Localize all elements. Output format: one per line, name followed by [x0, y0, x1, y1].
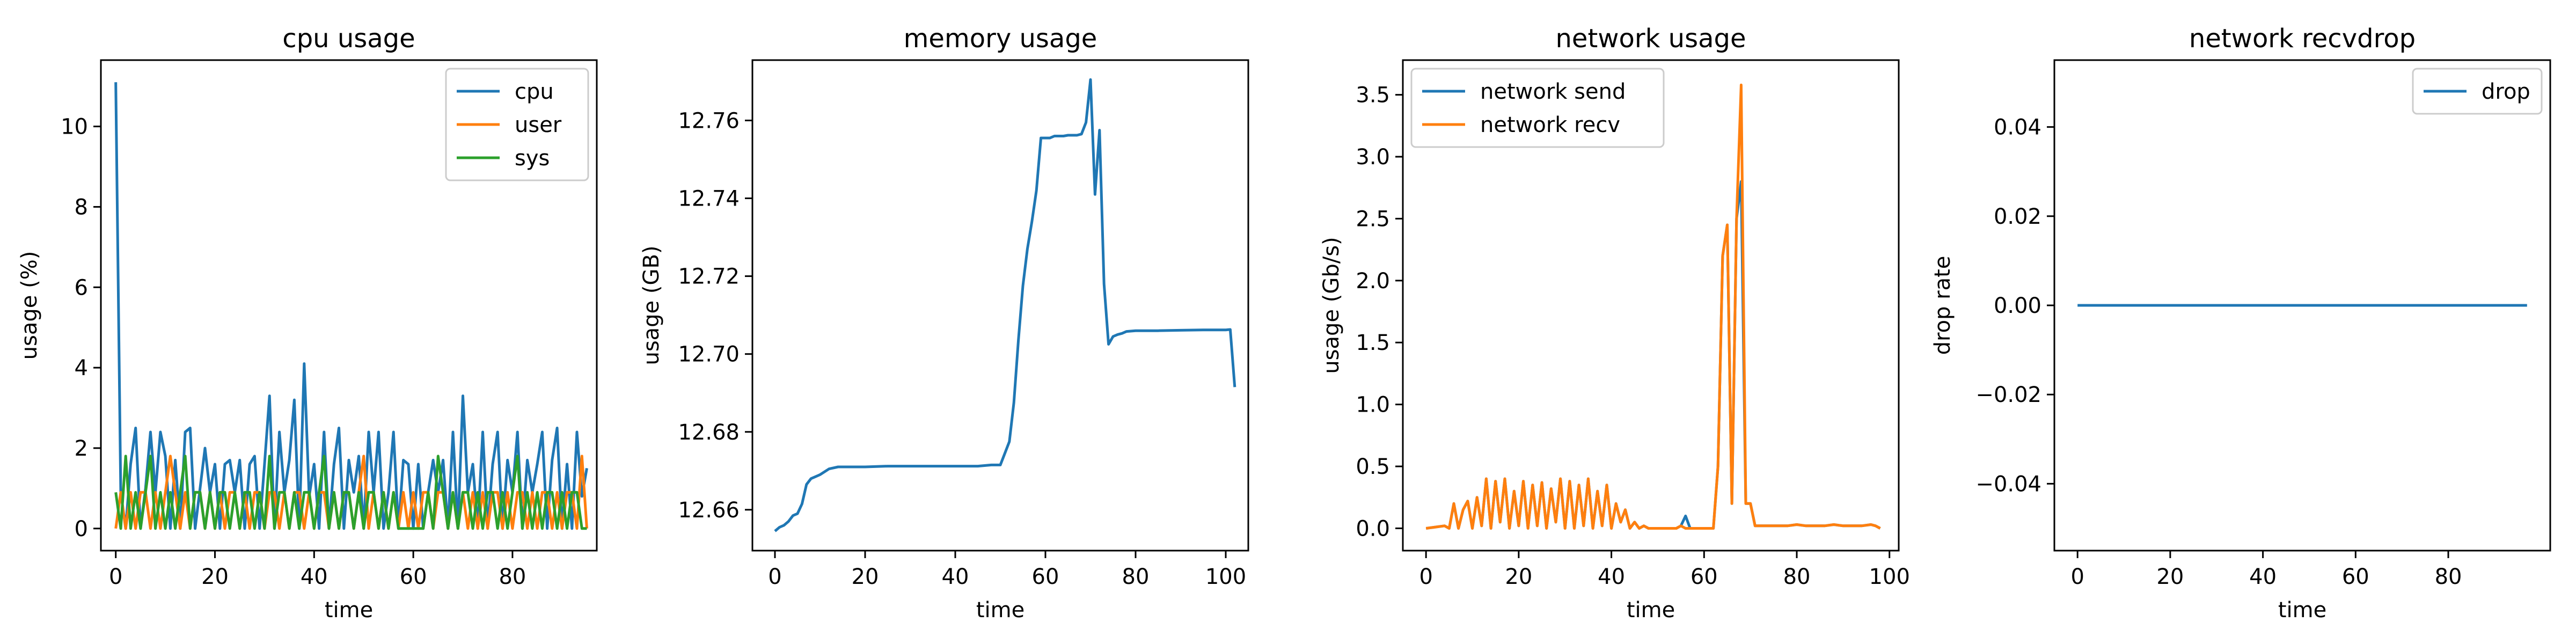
chart-title: memory usage	[904, 24, 1097, 54]
y-tick-label: 3.0	[1356, 145, 1390, 170]
legend-label: sys	[515, 146, 550, 171]
y-tick-label: −0.04	[1975, 472, 2041, 496]
x-tick-label: 40	[301, 565, 328, 589]
series-line-network-recv	[1425, 83, 1881, 530]
x-axis-label: time	[2278, 598, 2326, 623]
legend-box	[445, 68, 589, 181]
chart-title: cpu usage	[282, 24, 415, 54]
y-tick-label: 2.0	[1356, 269, 1390, 294]
y-tick-label: 12.74	[678, 187, 740, 211]
x-tick-label: 60	[2342, 565, 2369, 589]
y-tick-label: 4	[75, 356, 88, 380]
chart-title: network usage	[1555, 24, 1746, 54]
series-line-sys	[114, 455, 587, 530]
y-tick-label: 12.72	[678, 265, 740, 289]
series-line-network-send	[1425, 180, 1881, 530]
y-tick-label: 12.76	[678, 108, 740, 133]
x-tick-label: 0	[768, 565, 781, 589]
x-axis-label: time	[1627, 598, 1675, 623]
x-tick-label: 20	[2156, 565, 2184, 589]
y-tick-label: 6	[75, 275, 88, 300]
y-tick-label: 0.04	[1994, 115, 2041, 140]
x-tick-label: 80	[1783, 565, 1811, 589]
y-tick-label: 0.5	[1356, 455, 1390, 479]
y-axis-label: usage (Gb/s)	[1319, 237, 1344, 374]
chart-panel-3: network usage 0 20 40 60 80 100 0.0 0.5 1.0 1.5 2.0…	[1319, 24, 1910, 623]
y-tick-label: 0.02	[1994, 204, 2041, 229]
legend-label: network recv	[1480, 113, 1620, 137]
legend-label: drop	[2482, 79, 2530, 104]
plot-frame	[1402, 59, 1900, 552]
legend: cpu user sys	[445, 68, 589, 181]
y-tick-label: 0.00	[1994, 294, 2041, 318]
chart-panel-4: network recvdrop 0 20 40 60 80 −0.04 −0.02 0.00 0…	[1930, 24, 2551, 623]
x-tick-label: 40	[1598, 565, 1625, 589]
legend-label: user	[515, 113, 562, 137]
x-tick-label: 60	[1032, 565, 1059, 589]
legend-label: cpu	[515, 79, 554, 104]
y-tick-label: 0	[75, 517, 88, 541]
y-tick-label: 12.70	[678, 342, 740, 367]
y-tick-label: 12.66	[678, 498, 740, 523]
legend: network send network recv	[1410, 68, 1665, 148]
y-tick-label: 12.68	[678, 420, 740, 445]
plot-frame	[2053, 59, 2551, 552]
y-tick-label: −0.02	[1975, 383, 2041, 407]
y-tick-label: 1.5	[1356, 331, 1390, 355]
y-tick-label: 1.0	[1356, 393, 1390, 418]
y-tick-label: 2.5	[1356, 207, 1390, 231]
legend-box	[2412, 68, 2543, 115]
x-axis-label: time	[325, 598, 373, 623]
y-tick-label: 3.5	[1356, 83, 1390, 108]
x-tick-label: 0	[1419, 565, 1432, 589]
chart-panel-1: cpu usage 0 20 40 60 80 0 2 4 6 8 10 time usage (%) cp…	[17, 24, 598, 623]
x-tick-label: 100	[1205, 565, 1246, 589]
x-tick-label: 20	[852, 565, 879, 589]
plot-frame	[751, 59, 1249, 552]
y-tick-label: 10	[61, 115, 88, 140]
x-tick-label: 60	[1690, 565, 1718, 589]
x-tick-label: 0	[109, 565, 122, 589]
legend-box	[1410, 68, 1665, 148]
y-tick-label: 8	[75, 195, 88, 219]
y-axis-label: drop rate	[1930, 256, 1955, 355]
x-tick-label: 80	[1122, 565, 1150, 589]
plot-frame	[100, 59, 598, 552]
legend: drop	[2412, 68, 2543, 115]
x-tick-label: 20	[1505, 565, 1532, 589]
x-tick-label: 0	[2070, 565, 2084, 589]
x-axis-label: time	[976, 598, 1024, 623]
chart-panel-2: memory usage 0 20 40 60 80 100 12.66 12.68 12.70 1…	[639, 24, 1249, 623]
y-tick-label: 0.0	[1356, 516, 1390, 541]
y-tick-label: 2	[75, 436, 88, 461]
x-tick-label: 80	[499, 565, 526, 589]
x-tick-label: 100	[1869, 565, 1910, 589]
x-tick-label: 40	[942, 565, 969, 589]
y-axis-label: usage (GB)	[639, 245, 664, 365]
y-axis-label: usage (%)	[17, 251, 42, 360]
series-line-series-1	[774, 78, 1236, 532]
x-tick-label: 20	[201, 565, 229, 589]
x-tick-label: 80	[2435, 565, 2462, 589]
x-tick-label: 40	[2249, 565, 2277, 589]
chart-title: network recvdrop	[2189, 24, 2416, 54]
x-tick-label: 60	[400, 565, 427, 589]
legend-label: network send	[1480, 79, 1626, 104]
series-line-cpu	[114, 82, 588, 530]
